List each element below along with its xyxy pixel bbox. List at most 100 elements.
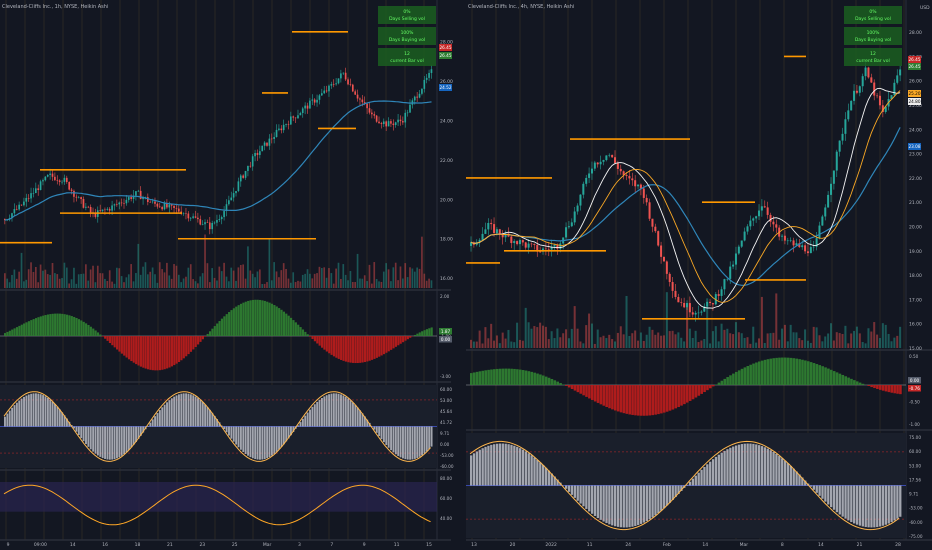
left-osc1-bar [13,328,16,336]
left-osc1-bar [166,336,169,369]
left-candle-body [125,199,128,204]
left-volume-bar [127,274,130,288]
right-candle-body [841,133,844,141]
right-volume-bar [654,334,657,348]
left-osc1-bar [180,336,183,361]
right-osc2-bar [861,485,864,527]
right-candle-body [637,184,640,187]
left-osc1-bar [309,336,312,337]
left-volume-bar [416,267,418,288]
left-candle-body [268,138,271,146]
right-osc2-tick: 17.56 [909,477,921,482]
left-volume-bar [15,278,18,288]
right-candle-body [657,231,660,246]
left-candle-body [23,201,25,206]
left-osc1-bar [354,336,357,364]
right-volume-bar [642,340,645,348]
left-osc2-bar [87,426,90,447]
right-price-tick: 21.00 [909,200,922,206]
right-volume-bar [821,341,824,348]
left-price-tick: 16.00 [440,276,453,282]
left-candle-body [311,99,314,101]
left-time-tick: 23 [199,542,205,548]
right-osc2-bar [668,485,672,503]
left-osc2-bar [132,426,135,445]
right-candle-body [631,178,634,181]
right-volume-bar [867,328,870,348]
left-osc1-bar [175,336,178,364]
right-volume-bar [533,326,536,348]
left-volume-bar [166,262,168,288]
left-osc2-bar [25,395,28,427]
right-osc2-bar [700,469,703,486]
left-volume-bar [211,268,214,288]
left-osc1-bar [161,336,164,370]
right-osc2-bar [726,449,729,486]
left-osc1-bar [34,318,38,336]
right-candle-body [720,289,723,296]
right-osc2-bar [732,446,735,486]
right-osc2-bar [599,485,602,520]
left-volume-bar [230,267,233,288]
right-osc2-bar [680,485,683,491]
left-volume-bar [402,278,404,288]
right-candle-body [470,242,473,246]
left-volume-bar [256,271,259,288]
left-candle-body [142,197,144,200]
left-candle-body [34,188,37,194]
left-osc1-bar [287,315,290,336]
left-info-box-value: 12 [404,51,410,57]
left-osc1-bar [311,336,314,339]
left-osc2-bar [301,418,304,427]
left-volume-bar [347,280,349,288]
left-volume-bar [409,267,411,288]
left-volume-bar [368,264,371,288]
right-osc2-bar [504,443,507,486]
left-osc2-bar [20,398,23,427]
left-osc2-bar [120,426,123,456]
right-osc2-bar [772,451,775,486]
left-price-badge-text: 24.52 [440,85,452,90]
right-volume-bar [688,328,691,348]
left-osc1-bar [156,336,159,371]
left-volume-bar [58,278,61,288]
right-candle-body [881,105,884,112]
right-osc2-bar [637,485,640,526]
right-candle-body [804,245,807,252]
left-osc3-tick: 60.00 [440,496,452,501]
right-osc1-bar [881,385,885,391]
right-candle-body [870,77,873,83]
left-candle-body [166,203,168,208]
right-osc1-bar [674,385,678,409]
left-volume-bar [387,269,390,288]
right-volume-bar [484,327,487,348]
left-osc1-bar [251,299,255,336]
left-candle-body [406,112,409,114]
right-osc1-bar [835,372,839,385]
left-osc1-bar [363,336,367,363]
right-osc1-bar [890,385,894,393]
left-osc1-bar [335,336,338,358]
left-osc1-bar [392,336,395,349]
right-price-badge [908,98,921,105]
left-osc2-bar [63,415,66,427]
left-osc2-bar [49,399,52,427]
left-osc2-bar [15,402,18,427]
left-osc1-bar [225,314,228,336]
right-osc2-bar [521,449,525,486]
left-osc2-bar [304,415,307,427]
right-osc2-bar [654,485,657,516]
left-osc3-tick: 80.00 [440,476,452,481]
left-osc1-bar [23,323,26,336]
right-volume-bar [749,343,752,348]
left-volume-bar [180,282,183,288]
left-osc2-bar [13,405,16,427]
right-osc1-bar [706,385,709,391]
right-candle-body [628,175,631,179]
left-osc1-bar [37,317,40,336]
right-osc2-bar [703,466,706,486]
left-osc2-bar [363,416,366,427]
left-candle-body [387,121,390,127]
left-osc1-badge [439,328,452,335]
left-osc2-bar [430,426,433,447]
